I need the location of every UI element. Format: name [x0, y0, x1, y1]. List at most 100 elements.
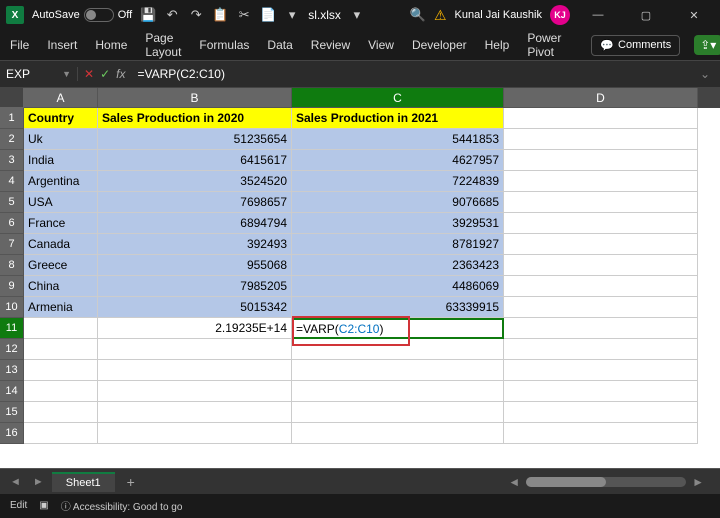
- search-icon[interactable]: 🔍: [410, 7, 426, 23]
- comments-button[interactable]: 💬 Comments: [591, 35, 680, 56]
- cell[interactable]: [98, 339, 292, 360]
- expand-formula-bar-icon[interactable]: ⌄: [690, 67, 720, 81]
- row-header[interactable]: 8: [0, 255, 24, 276]
- tab-developer[interactable]: Developer: [410, 34, 469, 56]
- cell[interactable]: [504, 192, 698, 213]
- cell[interactable]: Greece: [24, 255, 98, 276]
- scroll-left-icon[interactable]: ◄: [508, 475, 520, 489]
- cell[interactable]: [292, 360, 504, 381]
- row-header[interactable]: 9: [0, 276, 24, 297]
- cell[interactable]: [504, 171, 698, 192]
- scrollbar-track[interactable]: [526, 477, 686, 487]
- cell[interactable]: 63339915: [292, 297, 504, 318]
- tab-home[interactable]: Home: [93, 34, 129, 56]
- cell[interactable]: [292, 381, 504, 402]
- chevron-down-icon[interactable]: ▾: [284, 7, 300, 23]
- row-header[interactable]: 6: [0, 213, 24, 234]
- copy-icon[interactable]: 📄: [260, 7, 276, 23]
- cell[interactable]: 9076685: [292, 192, 504, 213]
- cell[interactable]: Argentina: [24, 171, 98, 192]
- cell[interactable]: [98, 381, 292, 402]
- active-cell[interactable]: =VARP(C2:C10): [292, 318, 504, 339]
- scroll-right-icon[interactable]: ►: [692, 475, 704, 489]
- cell[interactable]: USA: [24, 192, 98, 213]
- cell[interactable]: [504, 297, 698, 318]
- row-header[interactable]: 1: [0, 108, 24, 129]
- formula-input[interactable]: =VARP(C2:C10): [131, 67, 689, 81]
- horizontal-scrollbar[interactable]: ◄ ►: [147, 475, 714, 489]
- cell[interactable]: Uk: [24, 129, 98, 150]
- cell[interactable]: [504, 423, 698, 444]
- cell[interactable]: [292, 402, 504, 423]
- col-header-b[interactable]: B: [98, 88, 292, 108]
- warning-icon[interactable]: ⚠: [434, 7, 447, 24]
- clipboard-icon[interactable]: 📋: [212, 7, 228, 23]
- cell[interactable]: 2363423: [292, 255, 504, 276]
- accessibility-status[interactable]: ⓘ Accessibility: Good to go: [61, 498, 183, 513]
- row-header[interactable]: 5: [0, 192, 24, 213]
- row-header[interactable]: 16: [0, 423, 24, 444]
- cell[interactable]: 392493: [98, 234, 292, 255]
- tab-data[interactable]: Data: [265, 34, 294, 56]
- cell[interactable]: Sales Production in 2020: [98, 108, 292, 129]
- next-sheet-icon[interactable]: ►: [29, 476, 48, 488]
- cell[interactable]: Armenia: [24, 297, 98, 318]
- tab-insert[interactable]: Insert: [45, 34, 79, 56]
- toggle-switch-icon[interactable]: [84, 8, 114, 22]
- cell[interactable]: [504, 381, 698, 402]
- cell[interactable]: [504, 360, 698, 381]
- row-header[interactable]: 4: [0, 171, 24, 192]
- tab-review[interactable]: Review: [309, 34, 352, 56]
- cell[interactable]: [24, 360, 98, 381]
- cell[interactable]: [504, 255, 698, 276]
- tab-file[interactable]: File: [8, 34, 31, 56]
- add-sheet-button[interactable]: +: [119, 474, 143, 490]
- redo-icon[interactable]: ↷: [188, 7, 204, 23]
- fx-icon[interactable]: fx: [116, 67, 125, 81]
- cancel-formula-icon[interactable]: ✕: [84, 67, 94, 81]
- minimize-button[interactable]: ―: [578, 1, 618, 29]
- row-header[interactable]: 15: [0, 402, 24, 423]
- tab-formulas[interactable]: Formulas: [197, 34, 251, 56]
- row-header[interactable]: 14: [0, 381, 24, 402]
- cell[interactable]: 4627957: [292, 150, 504, 171]
- col-header-c[interactable]: C: [292, 88, 504, 108]
- cell[interactable]: Canada: [24, 234, 98, 255]
- cell[interactable]: 955068: [98, 255, 292, 276]
- sheet-tab-active[interactable]: Sheet1: [52, 472, 115, 492]
- cell[interactable]: 8781927: [292, 234, 504, 255]
- maximize-button[interactable]: ▢: [626, 1, 666, 29]
- tab-page-layout[interactable]: Page Layout: [143, 27, 183, 63]
- row-header[interactable]: 10: [0, 297, 24, 318]
- enter-formula-icon[interactable]: ✓: [100, 67, 110, 81]
- filename-dropdown-icon[interactable]: ▾: [349, 7, 365, 23]
- col-header-a[interactable]: A: [24, 88, 98, 108]
- cell[interactable]: China: [24, 276, 98, 297]
- cell[interactable]: [504, 234, 698, 255]
- cell[interactable]: France: [24, 213, 98, 234]
- tab-help[interactable]: Help: [483, 34, 512, 56]
- cell[interactable]: 7224839: [292, 171, 504, 192]
- tab-power-pivot[interactable]: Power Pivot: [525, 27, 563, 63]
- cell[interactable]: [24, 402, 98, 423]
- cell[interactable]: [504, 108, 698, 129]
- row-header[interactable]: 11: [0, 318, 24, 339]
- share-button[interactable]: ⇪▾: [694, 35, 720, 55]
- cell[interactable]: [24, 423, 98, 444]
- cell[interactable]: 4486069: [292, 276, 504, 297]
- tab-view[interactable]: View: [366, 34, 396, 56]
- cell[interactable]: [292, 339, 504, 360]
- scrollbar-thumb[interactable]: [526, 477, 606, 487]
- cell[interactable]: [98, 402, 292, 423]
- cell[interactable]: [504, 213, 698, 234]
- cell[interactable]: [504, 402, 698, 423]
- cell[interactable]: 6415617: [98, 150, 292, 171]
- cell[interactable]: [504, 276, 698, 297]
- row-header[interactable]: 7: [0, 234, 24, 255]
- cell[interactable]: [292, 423, 504, 444]
- row-header[interactable]: 13: [0, 360, 24, 381]
- macro-record-icon[interactable]: ▣: [39, 500, 48, 511]
- cell[interactable]: 3929531: [292, 213, 504, 234]
- col-header-d[interactable]: D: [504, 88, 698, 108]
- prev-sheet-icon[interactable]: ◄: [6, 476, 25, 488]
